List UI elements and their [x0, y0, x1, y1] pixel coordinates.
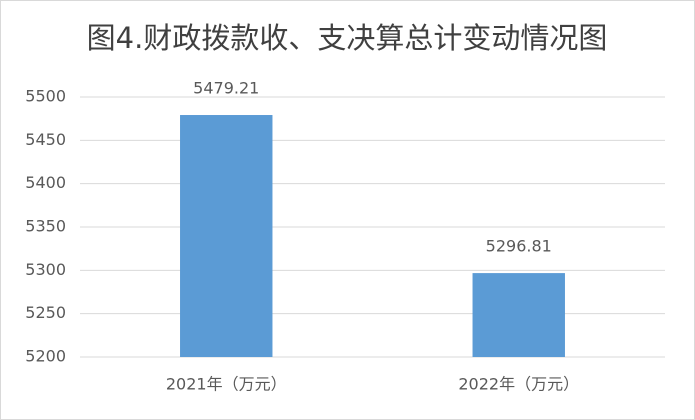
bar	[180, 115, 273, 357]
y-tick-label: 5350	[25, 217, 66, 236]
y-tick-label: 5400	[25, 173, 66, 192]
bar	[472, 273, 565, 357]
data-label: 5296.81	[486, 237, 552, 256]
y-tick-label: 5300	[25, 260, 66, 279]
y-tick-label: 5200	[25, 347, 66, 366]
y-tick-label: 5250	[25, 303, 66, 322]
y-tick-label: 5450	[25, 130, 66, 149]
x-tick-label: 2021年（万元）	[166, 375, 287, 394]
data-label: 5479.21	[193, 79, 259, 98]
y-tick-label: 5500	[25, 87, 66, 106]
x-tick-label: 2022年（万元）	[458, 375, 579, 394]
chart-title: 图4.财政拨款收、支决算总计变动情况图	[87, 21, 608, 55]
